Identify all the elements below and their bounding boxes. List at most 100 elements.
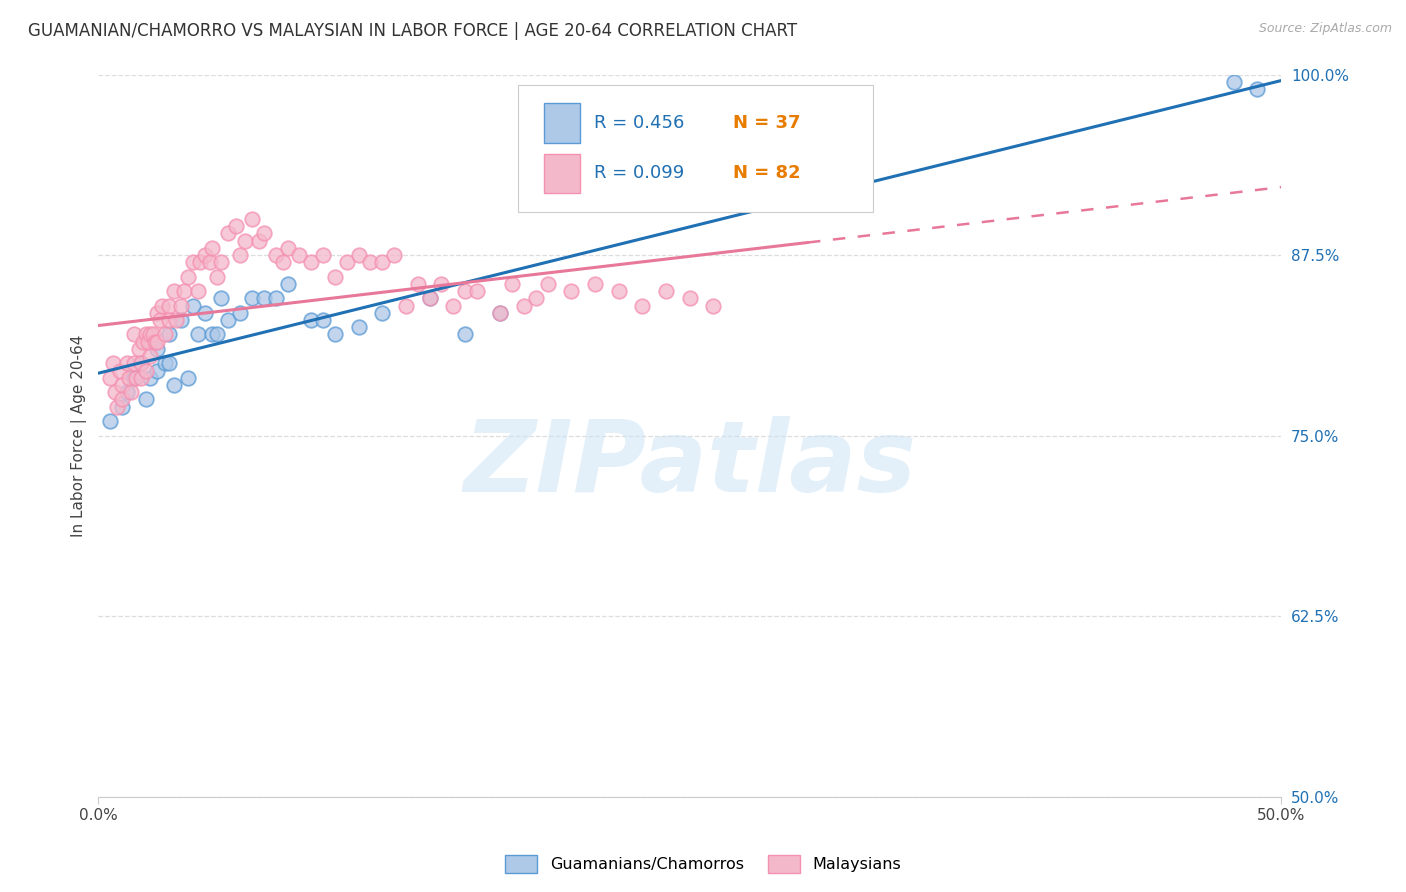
Point: [163, 284, 186, 298]
Point: [277, 241, 299, 255]
Point: [181, 255, 204, 269]
Point: [187, 327, 209, 342]
Point: [271, 255, 294, 269]
Point: [489, 306, 512, 320]
Point: [347, 320, 370, 334]
Point: [98, 414, 121, 428]
Point: [146, 306, 169, 320]
Point: [170, 313, 193, 327]
Point: [188, 255, 211, 269]
Point: [139, 371, 162, 385]
Point: [277, 277, 299, 291]
Text: GUAMANIAN/CHAMORRO VS MALAYSIAN IN LABOR FORCE | AGE 20-64 CORRELATION CHART: GUAMANIAN/CHAMORRO VS MALAYSIAN IN LABOR…: [28, 22, 797, 40]
Point: [702, 299, 724, 313]
Point: [253, 227, 276, 241]
Point: [98, 371, 121, 385]
Text: R = 0.099: R = 0.099: [593, 164, 685, 183]
Point: [430, 277, 453, 291]
Point: [209, 292, 232, 306]
Text: Source: ZipAtlas.com: Source: ZipAtlas.com: [1258, 22, 1392, 36]
Point: [323, 269, 346, 284]
Point: [150, 299, 173, 313]
Point: [264, 292, 287, 306]
Text: N = 82: N = 82: [734, 164, 801, 183]
Point: [454, 327, 477, 342]
Point: [240, 292, 263, 306]
Point: [146, 342, 169, 356]
Point: [418, 292, 440, 306]
Point: [418, 292, 440, 306]
Point: [205, 327, 228, 342]
Point: [136, 334, 159, 349]
Point: [143, 334, 166, 349]
Point: [115, 356, 138, 370]
Point: [359, 255, 381, 269]
Point: [128, 342, 150, 356]
Point: [312, 248, 335, 262]
Point: [312, 313, 335, 327]
Point: [177, 269, 200, 284]
Point: [233, 234, 256, 248]
Point: [205, 269, 228, 284]
Point: [240, 211, 263, 226]
Point: [118, 371, 141, 385]
Point: [111, 400, 134, 414]
Point: [181, 299, 204, 313]
Point: [157, 327, 180, 342]
Text: ZIPatlas: ZIPatlas: [463, 416, 917, 513]
Point: [146, 334, 169, 349]
Point: [441, 299, 464, 313]
Point: [122, 327, 145, 342]
Point: [336, 255, 359, 269]
Point: [101, 356, 124, 370]
Point: [122, 371, 145, 385]
Point: [347, 248, 370, 262]
Point: [105, 400, 128, 414]
Point: [194, 306, 217, 320]
Point: [153, 356, 176, 370]
Point: [631, 299, 654, 313]
Point: [115, 385, 138, 400]
Point: [323, 327, 346, 342]
Point: [229, 306, 252, 320]
Point: [108, 363, 131, 377]
Point: [135, 392, 157, 407]
Point: [157, 299, 180, 313]
Point: [157, 313, 180, 327]
Point: [129, 356, 152, 370]
Point: [247, 234, 270, 248]
Point: [122, 356, 145, 370]
Point: [655, 284, 678, 298]
Point: [201, 241, 224, 255]
Point: [209, 255, 232, 269]
Point: [201, 327, 224, 342]
Point: [135, 327, 157, 342]
Point: [229, 248, 252, 262]
Point: [299, 255, 322, 269]
Text: R = 0.456: R = 0.456: [593, 114, 685, 132]
Point: [173, 284, 195, 298]
Point: [299, 313, 322, 327]
Point: [129, 371, 152, 385]
Point: [139, 327, 162, 342]
Legend: Guamanians/Chamorros, Malaysians: Guamanians/Chamorros, Malaysians: [499, 848, 907, 880]
Point: [198, 255, 221, 269]
Point: [149, 313, 172, 327]
Point: [465, 284, 488, 298]
Point: [217, 313, 239, 327]
FancyBboxPatch shape: [519, 86, 873, 211]
Text: N = 37: N = 37: [734, 114, 801, 132]
Point: [524, 292, 547, 306]
Point: [1246, 82, 1268, 96]
Y-axis label: In Labor Force | Age 20-64: In Labor Force | Age 20-64: [72, 334, 87, 537]
Point: [406, 277, 429, 291]
Point: [253, 292, 276, 306]
Point: [111, 392, 134, 407]
Point: [111, 378, 134, 392]
Point: [132, 334, 155, 349]
FancyBboxPatch shape: [544, 103, 579, 143]
FancyBboxPatch shape: [544, 153, 579, 194]
Point: [501, 277, 523, 291]
Point: [121, 385, 143, 400]
Point: [142, 327, 165, 342]
